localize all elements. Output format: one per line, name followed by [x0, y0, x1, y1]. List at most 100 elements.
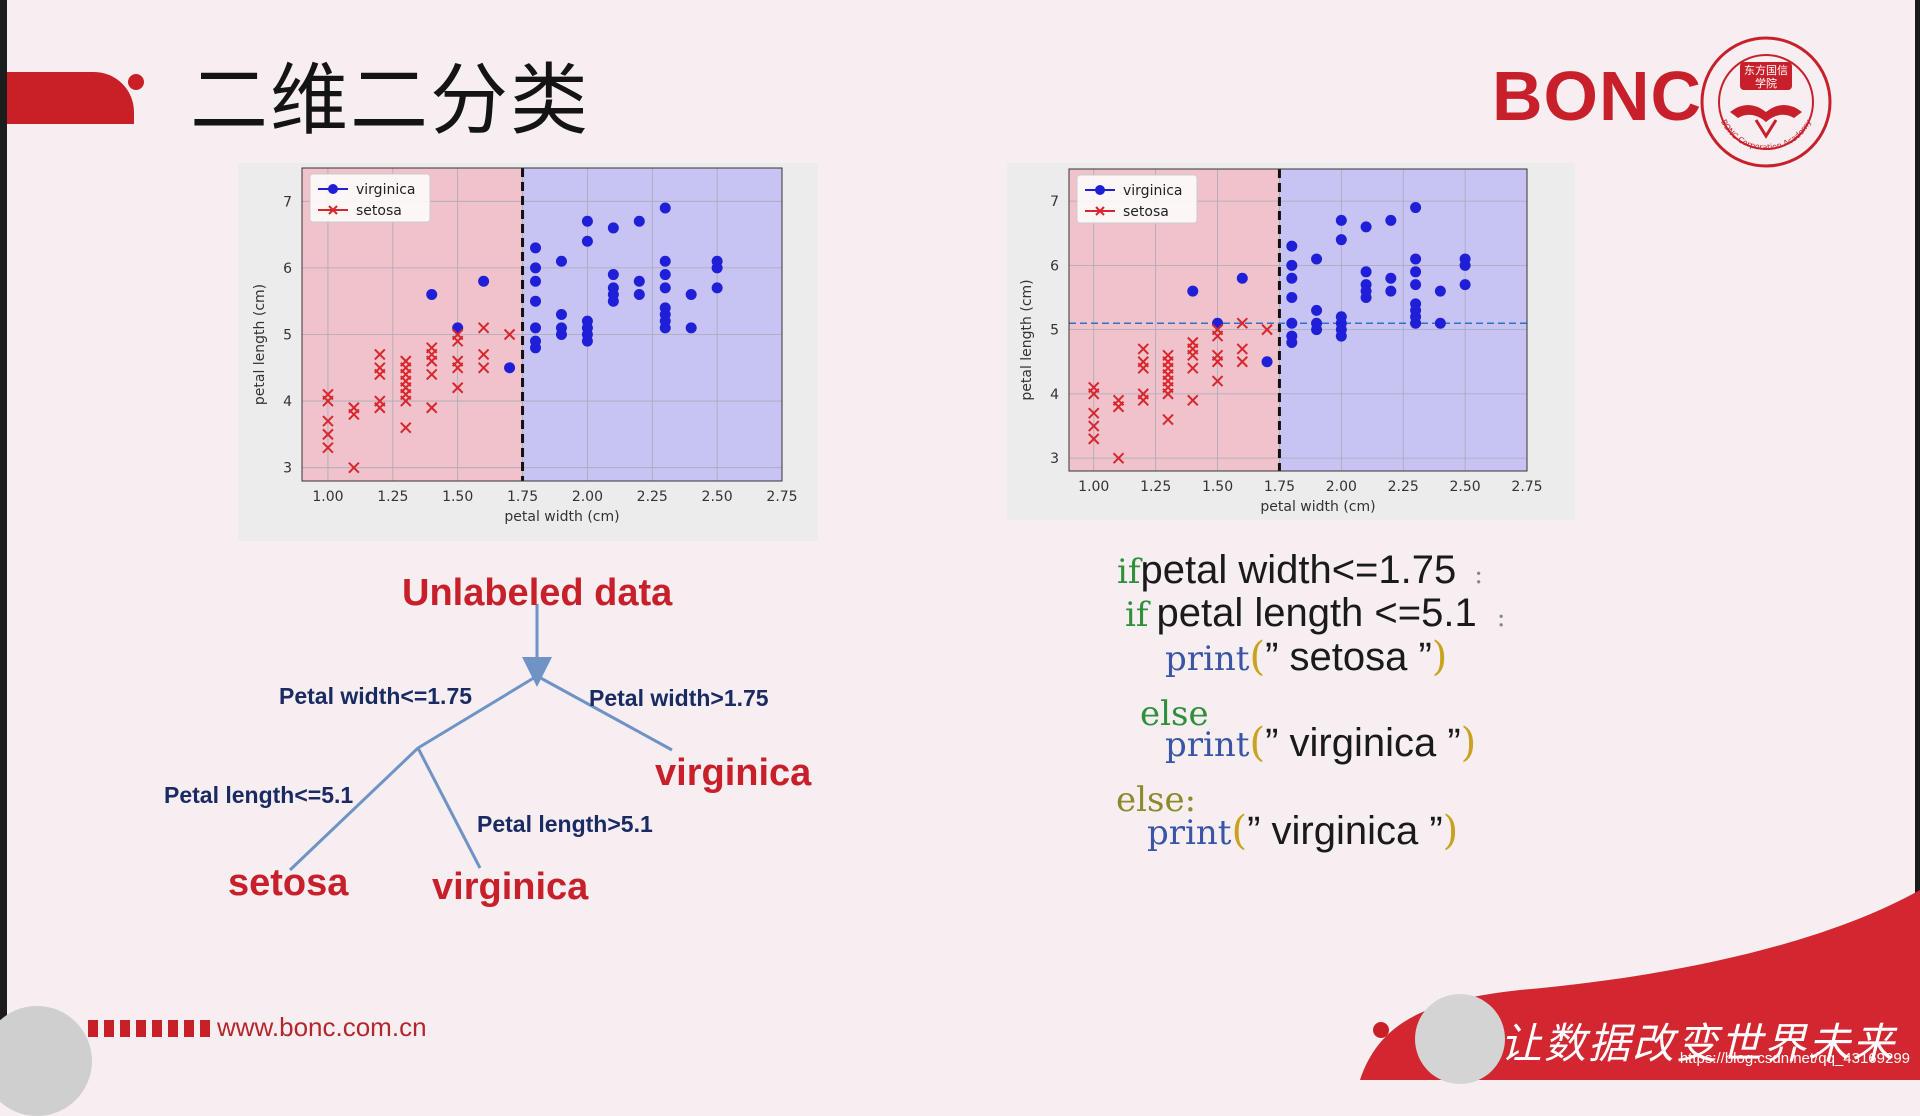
code-open-paren: ( [1249, 634, 1266, 680]
seal-text-top: 东方国信 [1744, 63, 1788, 77]
footer-red-squares [88, 1020, 210, 1037]
y-axis-label: petal length (cm) [1019, 279, 1035, 400]
y-tick-label: 6 [283, 261, 292, 277]
virginica-point [1261, 356, 1273, 368]
setosa-point [1211, 323, 1224, 336]
virginica-point [1286, 272, 1298, 284]
virginica-point [633, 289, 645, 301]
x-tick-label: 1.50 [442, 489, 473, 505]
virginica-point [1385, 285, 1397, 297]
code-close-paren: ) [1460, 720, 1477, 766]
tree-edge-width-gt: Petal width>1.75 [589, 685, 769, 711]
tree-edge-length-le: Petal length<=5.1 [164, 782, 354, 808]
code-condition-length: petal length <=5.1 [1156, 591, 1477, 635]
setosa-point [1137, 356, 1149, 368]
virginica-point [530, 275, 542, 287]
code-string-virginica: ” virginica ” [1265, 721, 1461, 765]
scatter-chart-double-split-svg: 1.00 1.25 1.50 1.75 2.00 2.25 2.50 2.75 3 4 5 6 7 pet… [1019, 168, 1543, 515]
setosa-point [503, 328, 516, 341]
virginica-point [1459, 279, 1471, 291]
setosa-point [1112, 452, 1125, 464]
code-line-6: else: [1116, 776, 1196, 821]
virginica-point [1311, 317, 1323, 329]
virginica-point [1410, 202, 1422, 214]
y-tick-label: 5 [283, 327, 292, 343]
x-tick-label: 1.00 [1078, 479, 1109, 495]
virginica-point [1434, 285, 1446, 297]
code-print-keyword: print [1147, 813, 1232, 853]
tree-root-label: Unlabeled data [402, 572, 673, 614]
x-tick-label: 1.00 [312, 489, 343, 505]
x-tick-label: 2.75 [1511, 479, 1542, 495]
virginica-point [1311, 304, 1323, 316]
setosa-point [1187, 336, 1199, 349]
virginica-point [426, 289, 438, 301]
tree-edge-length-gt: Petal length>5.1 [477, 811, 653, 837]
code-print-keyword: print [1165, 725, 1250, 765]
virginica-point [607, 282, 619, 294]
footer-grey-circle [0, 1006, 92, 1116]
virginica-point [1286, 330, 1298, 342]
legend-marker-x [328, 205, 338, 215]
virginica-point [659, 302, 671, 314]
setosa-point [1112, 394, 1125, 407]
virginica-point [530, 242, 542, 254]
plot-frame [301, 167, 783, 482]
y-tick-label: 3 [1050, 451, 1059, 467]
virginica-point [581, 315, 593, 327]
bonc-logo: BONC [1492, 57, 1703, 135]
code-line-1: ifpetal width<=1.75: [1117, 548, 1483, 593]
virginica-point [504, 362, 516, 374]
setosa-point [1211, 375, 1224, 387]
legend-marker-x [1095, 206, 1105, 216]
setosa-point [477, 348, 490, 361]
code-line-7: print(” virginica ”) [1147, 808, 1458, 854]
setosa-point [1088, 381, 1100, 394]
x-tick-label: 1.75 [1264, 479, 1295, 495]
virginica-point [581, 235, 593, 247]
setosa-point [1137, 343, 1149, 355]
setosa-point [477, 322, 490, 334]
setosa-point [1261, 323, 1273, 336]
setosa-point [348, 461, 360, 474]
virginica-point [1459, 253, 1471, 265]
setosa-point [426, 342, 438, 354]
scatter-chart-single-split: 1.00 1.25 1.50 1.75 2.00 2.25 2.50 2.75 3 4 5 6 7 pet… [238, 163, 818, 541]
virginica-point [659, 255, 671, 267]
x-tick-label: 2.00 [1326, 479, 1357, 495]
tree-leaf-setosa: setosa [228, 862, 349, 904]
frame-right-edge [1915, 0, 1920, 1080]
virginica-point [555, 309, 567, 321]
x-axis-label: petal width (cm) [1260, 499, 1375, 515]
legend-label: setosa [356, 203, 402, 219]
footer-url-link[interactable]: www.bonc.com.cn [217, 1012, 427, 1042]
setosa-point [374, 348, 386, 361]
seal-text-mid: 学院 [1755, 76, 1777, 90]
virginica-point [530, 262, 542, 274]
virginica-point [633, 275, 645, 287]
virginica-point [685, 289, 697, 301]
code-colon: : [1496, 603, 1506, 633]
y-tick-label: 5 [1050, 323, 1059, 339]
legend-marker-circle [1095, 185, 1105, 195]
tree-edge-width-le: Petal width<=1.75 [279, 683, 473, 709]
virginica-point [1286, 259, 1298, 271]
setosa-point [1088, 433, 1100, 445]
virginica-point [685, 322, 697, 334]
setosa-point [322, 415, 334, 427]
title-accent-bar [7, 72, 134, 124]
virginica-point [1410, 279, 1422, 291]
scatter-chart-double-split: 1.00 1.25 1.50 1.75 2.00 2.25 2.50 2.75 3 4 5 6 7 pet… [1007, 163, 1575, 520]
virginica-point [1434, 317, 1446, 329]
virginica-point [530, 322, 542, 334]
virginica-point [659, 282, 671, 294]
y-tick-label: 7 [283, 194, 292, 210]
footer-grey-circle-right [1415, 994, 1505, 1084]
y-tick-label: 6 [1050, 258, 1059, 274]
virginica-point [1360, 266, 1372, 278]
virginica-point [659, 202, 671, 214]
legend-label: virginica [356, 182, 416, 198]
virginica-point [555, 322, 567, 334]
setosa-point [1162, 349, 1174, 362]
legend-label: setosa [1123, 204, 1169, 220]
